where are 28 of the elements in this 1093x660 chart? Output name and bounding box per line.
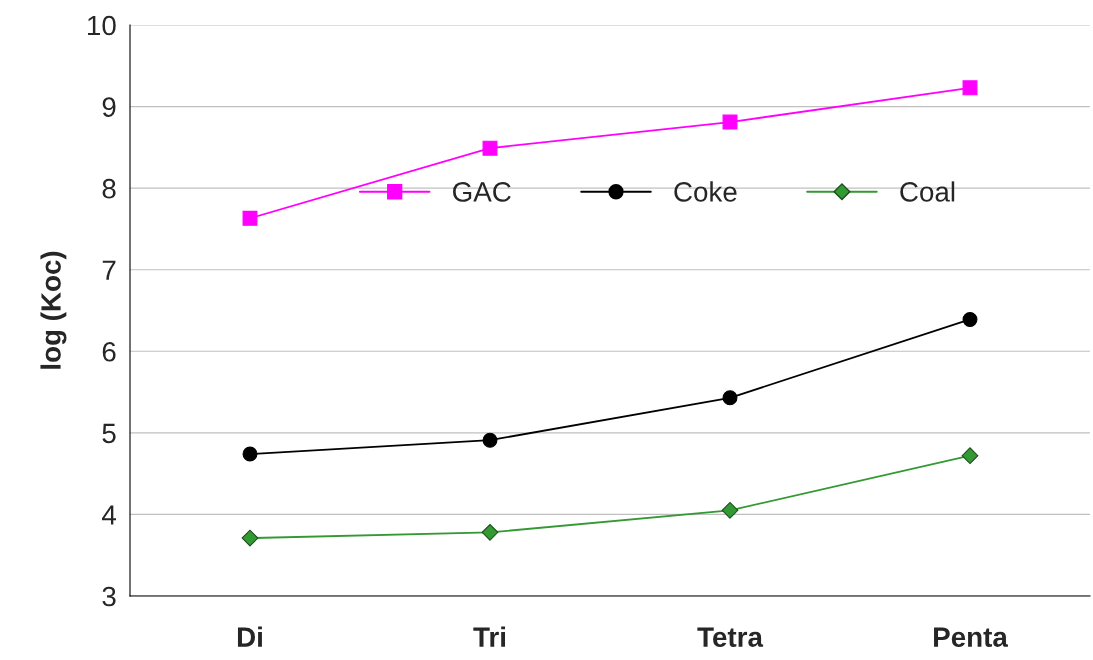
point — [482, 432, 498, 448]
point — [242, 210, 258, 226]
y-tick-label: 6 — [102, 341, 116, 362]
point — [721, 501, 739, 519]
point — [962, 80, 978, 96]
point — [722, 114, 738, 130]
x-tick-label: Penta — [934, 627, 1008, 647]
y-tick-label: 4 — [102, 505, 116, 525]
y-tick-label: 7 — [102, 260, 116, 280]
point — [241, 529, 259, 547]
x-tick-label: Tetra — [697, 627, 764, 647]
point — [482, 140, 498, 156]
y-axis-title: log (Koc) — [40, 251, 67, 369]
y-tick-label: 3 — [102, 586, 116, 607]
legend-label: GAC — [453, 182, 511, 202]
y-tick-label: 9 — [102, 97, 116, 117]
x-tick-label: Tri — [473, 626, 506, 647]
point — [481, 524, 499, 541]
y-tick-label: 10 — [88, 15, 116, 36]
x-tick-label: Di — [237, 626, 262, 647]
y-tick-label: 8 — [102, 178, 116, 199]
point — [722, 390, 738, 406]
legend-label: Coal — [900, 181, 955, 202]
y-tick-label: 5 — [102, 423, 116, 444]
point — [242, 446, 258, 462]
point — [961, 447, 979, 465]
legend-label: Coke — [674, 181, 737, 202]
point — [962, 312, 978, 327]
